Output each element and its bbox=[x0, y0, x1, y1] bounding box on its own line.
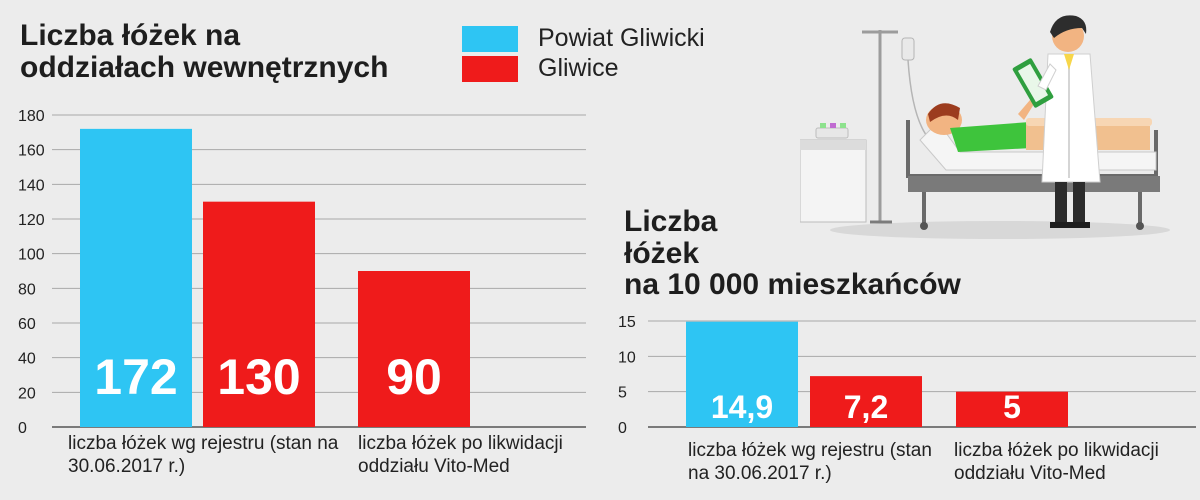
group-label-left-1: liczba łóżek po likwidacji oddziału Vito… bbox=[358, 433, 563, 477]
legend-item-powiat: Powiat Gliwicki bbox=[462, 24, 705, 53]
legend-swatch-gliwice bbox=[462, 55, 518, 82]
chart-title-right: Liczba łóżek na 10 000 mieszkańców bbox=[624, 205, 961, 301]
y-tick-label: 5 bbox=[618, 385, 627, 402]
y-tick-label: 60 bbox=[18, 316, 36, 333]
floor-shadow-illustration bbox=[830, 221, 1170, 239]
bar-gliwice bbox=[203, 201, 315, 427]
bar-value-label: 172 bbox=[94, 349, 177, 405]
bar-powiat bbox=[686, 321, 798, 427]
y-tick-label: 40 bbox=[18, 351, 36, 368]
bedside-cabinet-illustration bbox=[800, 123, 867, 223]
y-tick-label: 10 bbox=[618, 349, 636, 366]
hospital-illustration bbox=[800, 15, 1170, 239]
y-tick-label: 120 bbox=[18, 212, 45, 229]
chart-left: 0 20 40 60 80 100 120 140 160 180 172 130 90 bbox=[18, 108, 586, 437]
group-label-right-1: liczba łóżek po likwidacji oddziału Vito… bbox=[954, 440, 1159, 484]
legend-swatch-powiat bbox=[462, 25, 518, 52]
legend-label-gliwice: Gliwice bbox=[538, 54, 619, 82]
bar-value-label: 90 bbox=[386, 349, 442, 405]
bar-value-label: 14,9 bbox=[711, 389, 773, 425]
bar-value-label: 130 bbox=[217, 349, 300, 405]
y-tick-label: 0 bbox=[618, 420, 627, 437]
doctor-illustration bbox=[1012, 15, 1101, 228]
iv-stand-illustration bbox=[862, 30, 931, 224]
y-tick-label: 0 bbox=[18, 420, 27, 437]
y-tick-label: 100 bbox=[18, 247, 45, 264]
chart-right: 0 5 10 15 14,9 7,2 5 bbox=[618, 314, 1196, 437]
bar-powiat bbox=[80, 128, 192, 427]
group-label-right-0: liczba łóżek wg rejestru (stan na 30.06.… bbox=[688, 440, 932, 484]
chart-title-left: Liczba łóżek na oddziałach wewnętrznych bbox=[20, 19, 389, 84]
group-label-left-0: liczba łóżek wg rejestru (stan na 30.06.… bbox=[68, 433, 339, 477]
y-tick-label: 160 bbox=[18, 143, 45, 160]
bar-gliwice bbox=[358, 271, 470, 427]
y-tick-label: 180 bbox=[18, 108, 45, 125]
patient-illustration bbox=[926, 100, 1152, 152]
legend-label-powiat: Powiat Gliwicki bbox=[538, 24, 705, 52]
y-tick-label: 80 bbox=[18, 281, 36, 298]
bar-gliwice bbox=[956, 391, 1068, 427]
y-tick-label: 140 bbox=[18, 177, 45, 194]
legend-item-gliwice: Gliwice bbox=[462, 54, 619, 83]
bar-value-label: 5 bbox=[1003, 389, 1021, 425]
y-tick-label: 20 bbox=[18, 385, 36, 402]
y-tick-label: 15 bbox=[618, 314, 636, 331]
bar-gliwice bbox=[810, 376, 922, 427]
bar-value-label: 7,2 bbox=[844, 389, 888, 425]
